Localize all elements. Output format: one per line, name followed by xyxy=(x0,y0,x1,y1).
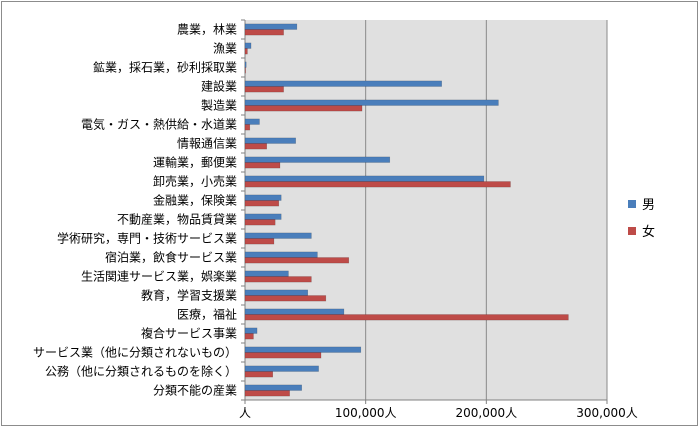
category-label: 教育，学習支援業 xyxy=(141,288,237,303)
bar-male xyxy=(244,23,298,30)
bar-male xyxy=(244,61,247,68)
bar-male xyxy=(244,42,252,49)
bar-male xyxy=(244,99,499,106)
bar-male xyxy=(244,175,485,182)
bar-female xyxy=(244,295,327,302)
bar-female xyxy=(244,238,275,245)
bar-female xyxy=(244,219,276,226)
bar-male xyxy=(244,156,391,163)
category-label: 学術研究，専門・技術サービス業 xyxy=(57,231,237,246)
bar-female xyxy=(244,29,284,36)
x-tick-label: 人 xyxy=(239,406,251,420)
bar-female xyxy=(244,371,274,378)
bar-female xyxy=(244,352,322,359)
bar-female xyxy=(244,86,284,93)
bar-female xyxy=(244,162,281,169)
legend-swatch-male xyxy=(628,200,636,208)
bar-female xyxy=(244,200,280,207)
bar-female xyxy=(244,124,251,131)
plot-area xyxy=(245,20,607,400)
category-label: 分類不能の産業 xyxy=(153,383,237,398)
legend-swatch-female xyxy=(628,227,636,235)
category-label: 医療，福祉 xyxy=(177,307,237,322)
bar-male xyxy=(244,327,258,334)
category-label: サービス業（他に分類されないもの） xyxy=(33,346,237,360)
bar-male xyxy=(244,80,442,87)
bar-female xyxy=(244,276,312,283)
bar-male xyxy=(244,194,282,201)
bar-male xyxy=(244,384,302,391)
category-label: 公務（他に分類されるものを除く） xyxy=(45,364,237,379)
category-label: 鉱業，採石業，砂利採取業 xyxy=(93,60,237,75)
bar-female xyxy=(244,105,363,112)
bar-male xyxy=(244,346,362,353)
bar-female xyxy=(244,48,248,55)
legend-label-female: 女 xyxy=(642,224,655,240)
bar-female xyxy=(244,181,511,188)
bar-male xyxy=(244,213,282,220)
category-label: 漁業 xyxy=(213,42,237,56)
bar-female xyxy=(244,333,254,340)
category-label: 情報通信業 xyxy=(177,137,237,151)
category-label: 建設業 xyxy=(201,79,237,94)
bar-male xyxy=(244,289,308,296)
bar-female xyxy=(244,143,267,150)
x-tick-label: 200,000人 xyxy=(456,406,518,420)
bar-female xyxy=(244,390,290,397)
x-tick-label: 300,000人 xyxy=(576,406,638,420)
category-label: 運輸業，郵便業 xyxy=(153,155,237,170)
category-label: 電気・ガス・熱供給・水道業 xyxy=(81,117,237,132)
legend-label-male: 男 xyxy=(642,198,655,213)
bar-male xyxy=(244,232,312,239)
category-label: 不動産業，物品賃貸業 xyxy=(117,212,237,227)
bar-male xyxy=(244,251,318,258)
bar-male xyxy=(244,118,260,125)
x-tick-label: 100,000人 xyxy=(335,406,397,420)
category-label: 複合サービス事業 xyxy=(141,326,237,341)
category-label: 製造業 xyxy=(201,99,237,113)
category-label: 農業，林業 xyxy=(177,23,237,37)
category-label: 宿泊業，飲食サービス業 xyxy=(105,250,237,265)
bar-male xyxy=(244,365,319,372)
bar-male xyxy=(244,270,289,277)
bar-female xyxy=(244,314,569,321)
category-label: 金融業，保険業 xyxy=(153,193,237,208)
bar-male xyxy=(244,308,345,315)
bar-female xyxy=(244,257,350,264)
category-label: 生活関連サービス業，娯楽業 xyxy=(81,270,237,284)
bar-female xyxy=(244,67,246,74)
category-label: 卸売業，小売業 xyxy=(153,174,237,189)
bar-male xyxy=(244,137,296,144)
